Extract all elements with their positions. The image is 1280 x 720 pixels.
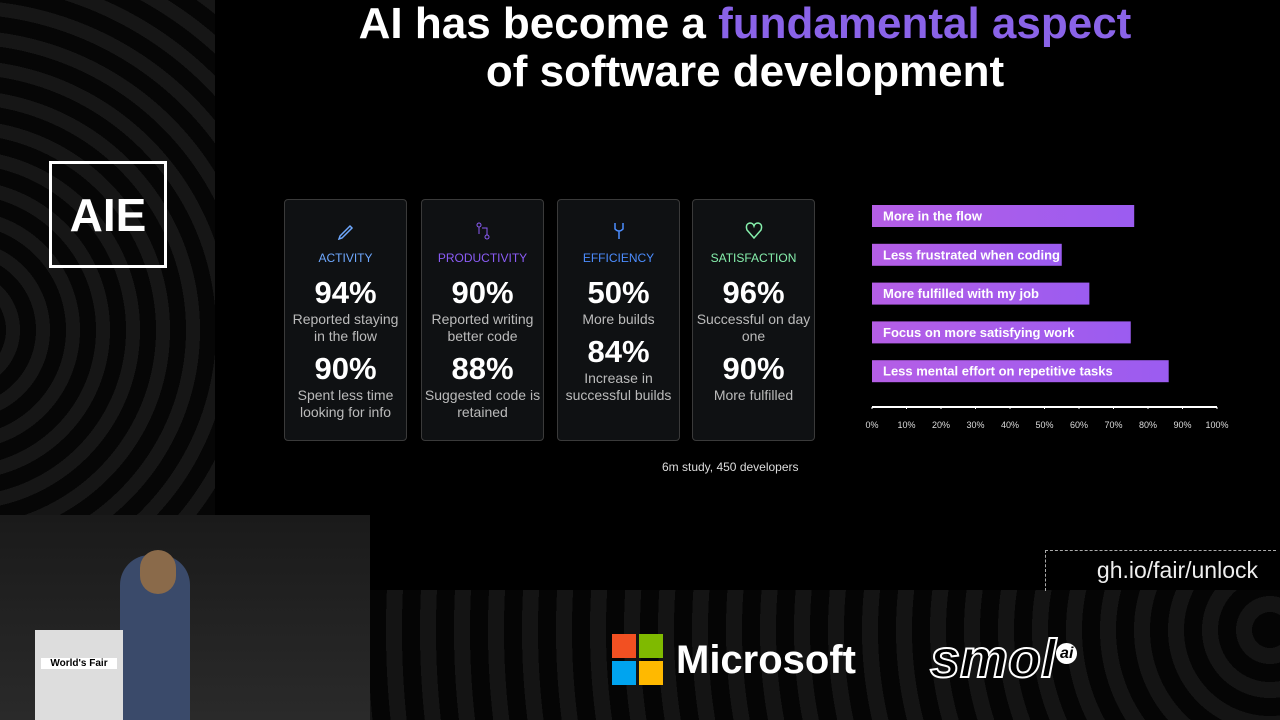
x-tick-label: 50% xyxy=(1035,420,1053,430)
background-rings xyxy=(0,0,215,520)
metric-card: EFFICIENCY 50% More builds 84% Increase in s… xyxy=(557,199,680,441)
link[interactable]: gh.io/fair/unlock xyxy=(1045,550,1276,591)
smol-text: smol xyxy=(929,628,1057,690)
link-text[interactable]: gh.io/fair/unlock xyxy=(1096,557,1258,583)
stat-caption: Reported writing better code xyxy=(431,311,534,344)
microsoft-logo: Microsoft xyxy=(612,634,856,686)
stat-caption: More builds xyxy=(582,311,655,327)
bar xyxy=(872,360,1169,383)
stat-value: 96% xyxy=(722,275,785,310)
stat-caption: Increase in successful builds xyxy=(565,370,672,403)
x-tick-label: 90% xyxy=(1173,420,1191,430)
metric-card: SATISFACTION 96% Successful on day one 90% M… xyxy=(692,199,815,441)
bar xyxy=(872,321,1131,344)
stat-value: 90% xyxy=(451,275,514,310)
bar-label: Focus on more satisfying work xyxy=(883,325,1075,340)
background-rings xyxy=(370,590,1280,720)
title-highlight: fundamental aspect xyxy=(718,0,1132,48)
card-label: ACTIVITY xyxy=(318,251,373,265)
bar xyxy=(872,205,1135,227)
stat-value: 90% xyxy=(722,351,785,386)
card-icon xyxy=(613,223,624,239)
smol-badge: ai xyxy=(1056,643,1078,664)
stat-caption: Successful on day one xyxy=(696,311,811,344)
stat-caption: Reported staying in the flow xyxy=(292,311,399,344)
chart: More in the flow Less frustrated when cod… xyxy=(865,205,1229,430)
bar-label: Less frustrated when coding xyxy=(883,247,1060,262)
bar-label: Less mental effort on repetitive tasks xyxy=(883,364,1113,379)
stat-value: 94% xyxy=(314,275,377,310)
podium-label: World's Fair xyxy=(41,658,117,669)
slide-title: AI has become a fundamental aspect of sof… xyxy=(0,0,1280,96)
x-tick-label: 20% xyxy=(932,420,950,430)
card-label: PRODUCTIVITY xyxy=(437,251,528,265)
card-label: EFFICIENCY xyxy=(582,251,655,265)
footnote: 6m study, 450 developers xyxy=(662,460,799,474)
stat-value: 90% xyxy=(314,351,377,386)
stat-value: 50% xyxy=(587,275,650,310)
bar xyxy=(872,243,1062,266)
card-icon xyxy=(745,222,762,240)
speaker-head xyxy=(140,550,176,594)
x-tick-label: 0% xyxy=(865,420,878,430)
smol-logo: smol ai xyxy=(929,628,1078,690)
stat-caption: More fulfilled xyxy=(713,387,794,403)
x-tick-label: 10% xyxy=(897,420,915,430)
x-tick-label: 40% xyxy=(1001,420,1019,430)
speaker-video: World's Fair xyxy=(0,515,370,720)
card-icon xyxy=(476,222,489,240)
x-tick-label: 70% xyxy=(1104,420,1122,430)
x-tick-label: 80% xyxy=(1139,420,1157,430)
card-label: SATISFACTION xyxy=(710,251,797,265)
x-tick-label: 100% xyxy=(1205,420,1228,430)
podium: World's Fair xyxy=(35,630,123,720)
card-icon xyxy=(337,224,353,241)
title-text: AI has become a xyxy=(358,0,719,48)
bar-label: More fulfilled with my job xyxy=(883,286,1039,301)
title-line: of software development xyxy=(485,47,1005,96)
stat-caption: Suggested code is retained xyxy=(424,387,541,420)
stat-value: 88% xyxy=(451,351,514,386)
stat-value: 84% xyxy=(587,334,650,369)
stat-caption: Spent less time looking for info xyxy=(297,387,394,420)
metric-card: ACTIVITY 94% Reported staying in the flow 9… xyxy=(284,199,407,441)
aie-logo: AIE xyxy=(49,161,167,268)
bar xyxy=(872,282,1090,305)
ms-text: Microsoft xyxy=(676,637,856,682)
x-tick-label: 30% xyxy=(966,420,984,430)
ms-squares xyxy=(612,634,663,685)
bar-label: More in the flow xyxy=(883,209,983,224)
metric-card: PRODUCTIVITY 90% Reported writing better c… xyxy=(421,199,544,441)
x-tick-label: 60% xyxy=(1070,420,1088,430)
